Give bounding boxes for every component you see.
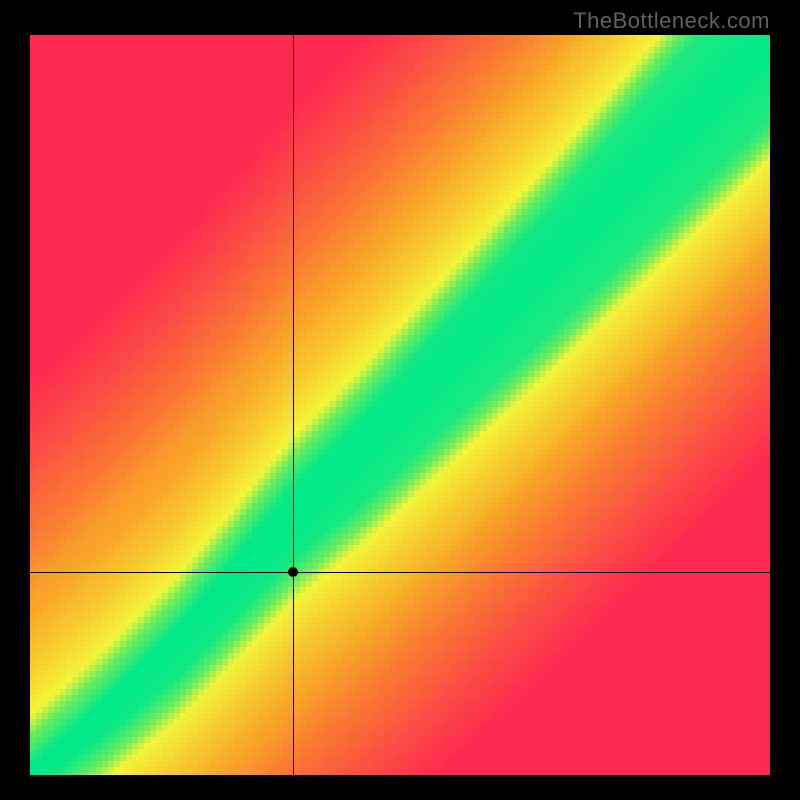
heatmap-canvas (30, 35, 770, 775)
crosshair-vertical (293, 35, 294, 775)
crosshair-marker (283, 562, 303, 582)
heatmap-plot (30, 35, 770, 775)
crosshair-horizontal (30, 572, 770, 573)
watermark-text: TheBottleneck.com (573, 8, 770, 34)
marker-dot (288, 567, 298, 577)
